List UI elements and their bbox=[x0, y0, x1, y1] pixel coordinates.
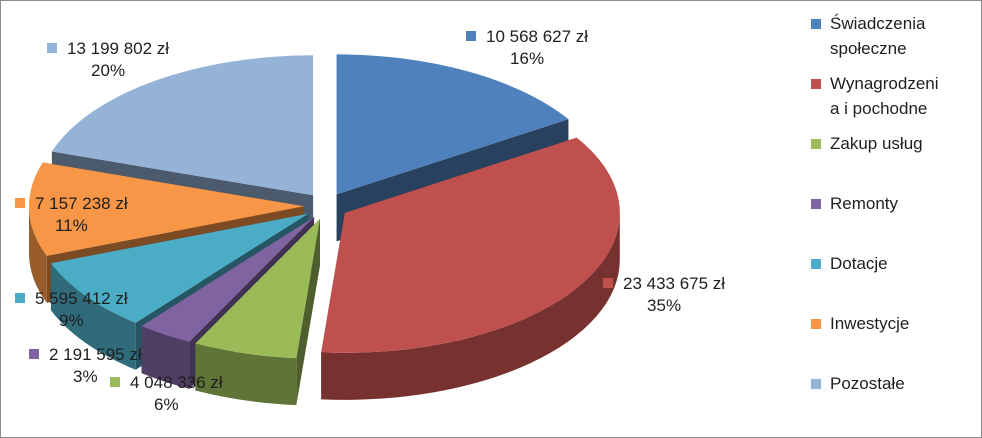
data-label-percent: 9% bbox=[59, 311, 84, 330]
slice-top bbox=[195, 218, 320, 359]
data-label-percent: 11% bbox=[54, 216, 88, 235]
label-swatch bbox=[603, 278, 613, 288]
legend-label: Remonty bbox=[830, 194, 899, 213]
data-label-value: 5 595 412 zł bbox=[35, 289, 128, 308]
legend-swatch bbox=[811, 319, 821, 329]
data-label-percent: 20% bbox=[91, 61, 126, 80]
legend-item-inwestycje: Inwestycje bbox=[811, 311, 978, 336]
legend-item-dotacje: Dotacje bbox=[811, 251, 978, 276]
pie-slice-zakup-us-ug bbox=[195, 218, 320, 406]
legend-label: Pozostałe bbox=[830, 374, 905, 393]
label-swatch bbox=[29, 349, 39, 359]
legend-item-swiadczenia: Świadczenia społeczne bbox=[811, 11, 978, 61]
slice-top bbox=[51, 55, 314, 196]
slice-top bbox=[336, 54, 569, 195]
data-label-pozostale: 13 199 802 zł 20% bbox=[47, 38, 169, 82]
slice-rim bbox=[195, 343, 297, 406]
pie-slice-wynagrodzenia-i-pochodne bbox=[321, 137, 620, 400]
data-label-remonty: 2 191 595 zł 3% bbox=[29, 344, 142, 388]
legend-swatch bbox=[811, 139, 821, 149]
data-label-percent: 6% bbox=[154, 395, 179, 414]
slice-rim bbox=[50, 263, 136, 370]
legend-label-line: Świadczenia bbox=[830, 14, 926, 33]
legend-label-line: społeczne bbox=[830, 39, 907, 58]
slice-rim bbox=[29, 206, 47, 303]
data-label-percent: 16% bbox=[510, 49, 545, 68]
legend-item-pozostale: Pozostałe bbox=[811, 371, 978, 396]
label-swatch bbox=[110, 377, 120, 387]
legend-label-line: Wynagrodzeni bbox=[830, 74, 939, 93]
legend-swatch bbox=[811, 379, 821, 389]
legend-swatch bbox=[811, 259, 821, 269]
slice-rim bbox=[321, 212, 620, 400]
slice-top bbox=[321, 137, 620, 353]
slice-top bbox=[29, 162, 305, 256]
data-label-zakup-uslug: 4 048 336 zł 6% bbox=[110, 372, 223, 416]
legend-swatch bbox=[811, 19, 821, 29]
legend-label: Dotacje bbox=[830, 254, 888, 273]
legend-item-zakup-uslug: Zakup usług bbox=[811, 131, 978, 156]
label-swatch bbox=[15, 293, 25, 303]
data-label-dotacje: 5 595 412 zł 9% bbox=[15, 288, 128, 332]
data-label-swiadczenia: 10 568 627 zł 16% bbox=[466, 26, 588, 70]
data-label-value: 10 568 627 zł bbox=[486, 27, 589, 46]
data-label-value: 23 433 675 zł bbox=[623, 274, 726, 293]
legend-item-wynagrodzenia: Wynagrodzeni a i pochodne bbox=[811, 71, 978, 121]
legend-swatch bbox=[811, 199, 821, 209]
legend-label: Inwestycje bbox=[830, 314, 910, 333]
data-label-value: 7 157 238 zł bbox=[35, 194, 128, 213]
label-swatch bbox=[47, 43, 57, 53]
data-label-wynagrodzenia: 23 433 675 zł 35% bbox=[603, 273, 725, 317]
data-label-value: 13 199 802 zł bbox=[67, 39, 170, 58]
legend-swatch bbox=[811, 79, 821, 89]
label-swatch bbox=[466, 31, 476, 41]
slice-rim bbox=[141, 326, 190, 389]
data-label-value: 2 191 595 zł bbox=[49, 345, 142, 364]
label-swatch bbox=[15, 198, 25, 208]
legend-label-line: a i pochodne bbox=[830, 99, 928, 118]
data-label-percent: 35% bbox=[647, 296, 682, 315]
legend-label: Zakup usług bbox=[830, 134, 923, 153]
slice-top bbox=[50, 213, 309, 323]
data-label-inwestycje: 7 157 238 zł 11% bbox=[15, 193, 128, 237]
legend-item-remonty: Remonty bbox=[811, 191, 978, 216]
data-label-value: 4 048 336 zł bbox=[130, 373, 223, 392]
data-label-percent: 3% bbox=[73, 367, 98, 386]
slice-top bbox=[141, 217, 315, 342]
